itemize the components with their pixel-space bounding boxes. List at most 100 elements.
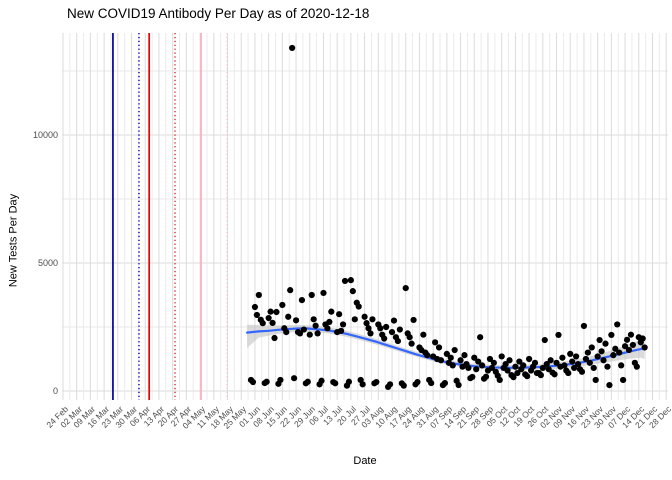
- data-point: [336, 311, 343, 318]
- data-point: [251, 303, 259, 311]
- data-point: [390, 317, 398, 324]
- data-point: [273, 308, 280, 316]
- data-point: [308, 291, 315, 299]
- data-point: [616, 349, 623, 356]
- data-point: [351, 316, 358, 323]
- data-point: [300, 326, 307, 333]
- data-point: [586, 359, 593, 366]
- data-point: [561, 362, 568, 369]
- data-point: [269, 319, 276, 327]
- data-point: [533, 369, 541, 377]
- data-point: [612, 345, 619, 352]
- data-point: [584, 349, 591, 356]
- data-point: [555, 331, 562, 339]
- data-point: [567, 350, 574, 357]
- data-point: [496, 376, 503, 384]
- data-point: [283, 329, 290, 336]
- data-point: [492, 368, 499, 375]
- data-point: [498, 353, 505, 360]
- data-point: [377, 325, 384, 332]
- data-point: [310, 316, 317, 323]
- data-point: [447, 354, 454, 361]
- data-point: [314, 330, 321, 337]
- data-point: [588, 344, 595, 351]
- data-point: [490, 359, 497, 366]
- data-point: [571, 364, 578, 372]
- data-point: [428, 379, 435, 387]
- data-point: [578, 368, 586, 375]
- data-point: [296, 330, 304, 337]
- y-tick-label: 10000: [32, 130, 58, 140]
- data-point: [292, 317, 300, 324]
- data-point: [553, 359, 560, 366]
- data-point: [455, 381, 462, 389]
- data-point: [592, 376, 599, 384]
- data-point: [414, 378, 421, 386]
- x-axis-title: Date: [353, 455, 377, 467]
- data-point: [574, 361, 582, 368]
- data-point: [524, 373, 531, 380]
- y-tick-label: 5000: [37, 258, 58, 268]
- data-point: [337, 327, 345, 334]
- data-point: [526, 355, 533, 363]
- data-point: [265, 314, 272, 322]
- data-point: [290, 375, 298, 382]
- data-point: [580, 322, 588, 330]
- data-point: [486, 355, 494, 363]
- data-point: [359, 381, 366, 388]
- data-point: [328, 308, 335, 315]
- data-point: [582, 355, 590, 363]
- y-tick-label: 0: [52, 386, 58, 396]
- data-point: [629, 341, 637, 349]
- data-point: [594, 353, 601, 360]
- data-point: [641, 344, 648, 351]
- data-point: [514, 369, 521, 377]
- data-point: [625, 346, 633, 354]
- data-point: [482, 373, 490, 380]
- data-point: [543, 361, 550, 368]
- data-point: [306, 331, 313, 338]
- data-point: [435, 344, 443, 351]
- data-point: [324, 325, 331, 332]
- data-point: [285, 313, 292, 320]
- data-point: [318, 377, 325, 384]
- chart-title: New COVID19 Antibody Per Day as of 2020-…: [67, 6, 370, 21]
- data-point: [381, 335, 388, 342]
- data-point: [451, 346, 458, 354]
- data-point: [386, 381, 394, 388]
- data-point: [457, 357, 464, 364]
- data-point: [531, 359, 539, 366]
- data-point: [312, 322, 319, 329]
- data-point: [410, 316, 417, 324]
- data-point: [547, 357, 554, 364]
- data-point: [408, 340, 415, 347]
- data-point: [473, 366, 480, 373]
- data-point: [349, 288, 356, 295]
- data-point: [267, 308, 274, 315]
- data-point: [621, 343, 629, 350]
- data-point: [600, 357, 607, 364]
- data-point: [633, 363, 640, 370]
- data-point: [520, 362, 527, 369]
- data-point: [298, 297, 306, 304]
- data-point: [545, 366, 552, 373]
- data-point: [365, 325, 372, 332]
- data-point: [449, 362, 456, 369]
- data-point: [623, 336, 631, 343]
- data-point: [551, 371, 558, 378]
- data-point: [402, 284, 409, 292]
- data-point: [249, 378, 257, 386]
- data-point: [506, 357, 513, 364]
- data-point: [602, 340, 609, 347]
- data-point: [475, 358, 482, 365]
- data-point: [441, 379, 448, 387]
- data-point: [424, 352, 431, 359]
- data-point: [383, 323, 390, 331]
- data-point: [287, 287, 294, 294]
- data-point: [406, 334, 413, 341]
- data-point: [277, 376, 284, 384]
- data-point: [614, 321, 621, 328]
- data-point: [618, 362, 625, 369]
